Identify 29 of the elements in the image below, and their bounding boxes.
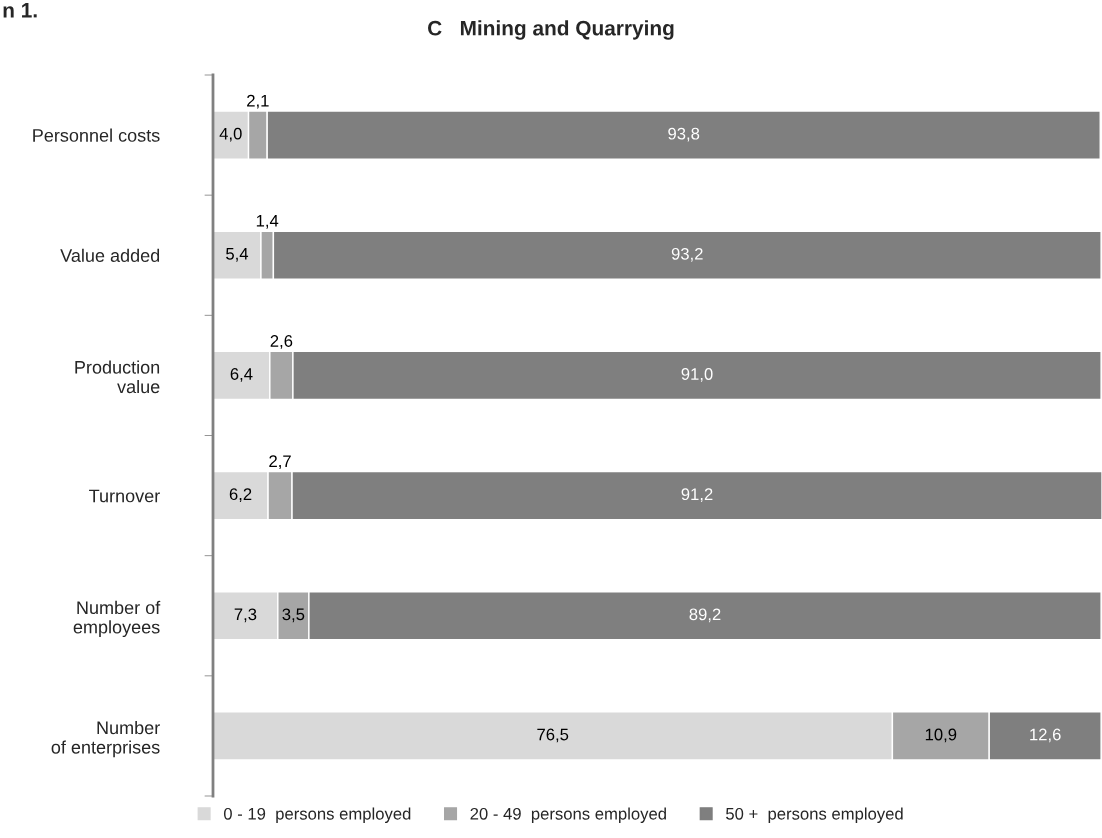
data-label: 2,1 <box>247 94 269 109</box>
y-tick-label: Number of employees <box>73 600 161 638</box>
legend-label: 50 + persons employed <box>726 807 903 823</box>
data-label: 5,4 <box>226 248 249 262</box>
data-label: 10,9 <box>925 728 957 743</box>
data-label: 6,2 <box>229 488 252 503</box>
data-label: 2,7 <box>269 455 291 470</box>
y-tick-label: Turnover <box>89 489 160 503</box>
text: n 1. <box>3 3 37 18</box>
y-tick-label: Production value <box>75 360 160 394</box>
data-label: 93,2 <box>671 247 703 262</box>
data-label: 4,0 <box>219 127 242 142</box>
data-label: 6,4 <box>230 368 253 382</box>
legend-label: 20 - 49 persons employed <box>470 807 666 823</box>
y-tick-label: Personnel costs <box>33 128 160 142</box>
data-label: 1,4 <box>256 215 279 229</box>
data-label: 12,6 <box>1030 728 1061 743</box>
data-label: 76,5 <box>537 728 569 743</box>
data-label: 2,6 <box>270 335 293 349</box>
data-label: 89,2 <box>689 608 721 623</box>
y-tick-label: Number of enterprises <box>51 720 160 758</box>
data-label: 91,0 <box>681 368 713 382</box>
data-label: 93,8 <box>668 127 700 142</box>
y-tick-label: Value added <box>60 248 160 262</box>
chart-title: C Mining and Quarrying <box>428 20 674 40</box>
data-label: 3,5 <box>282 608 305 623</box>
legend-label: 0 - 19 persons employed <box>223 807 411 823</box>
data-label: 7,3 <box>234 608 257 623</box>
data-label: 91,2 <box>681 488 713 503</box>
